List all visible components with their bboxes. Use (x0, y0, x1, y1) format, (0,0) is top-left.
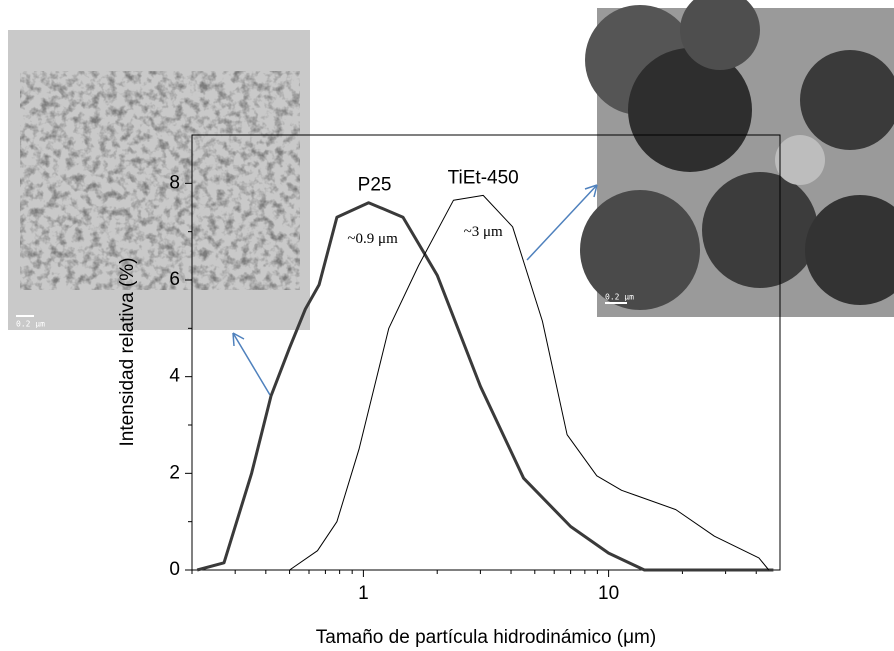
line (289, 194, 770, 571)
series-label: P25 (358, 175, 392, 196)
x-tick-label: 10 (598, 583, 619, 604)
tem-image-left: 0.2 μm (8, 30, 310, 330)
arrow (526, 184, 598, 261)
x-axis-label: Tamaño de partícula hidrodinámico (μm) (316, 627, 656, 648)
y-tick-label: 0 (169, 559, 180, 580)
scale-label: 0.2 μm (16, 320, 45, 329)
arrow-head (584, 184, 598, 198)
plot-frame (191, 134, 781, 571)
arrow-head (232, 332, 245, 347)
line (196, 201, 774, 572)
y-tick-label: 2 (169, 462, 180, 483)
arrow (232, 332, 271, 396)
y-tick-label: 4 (169, 366, 180, 387)
x-tick-label: 1 (358, 583, 369, 604)
y-tick-label: 8 (169, 172, 180, 193)
annotation: ~0.9 μm (347, 231, 398, 247)
annotation: ~3 μm (464, 224, 503, 240)
y-tick-label: 6 (169, 269, 180, 290)
y-axis-label: Intensidad relativa (%) (117, 257, 138, 446)
series-label: TiEt-450 (448, 167, 519, 188)
scale-label: 0.2 μm (605, 293, 634, 302)
tem-image-right: 0.2 μm (580, 0, 894, 317)
